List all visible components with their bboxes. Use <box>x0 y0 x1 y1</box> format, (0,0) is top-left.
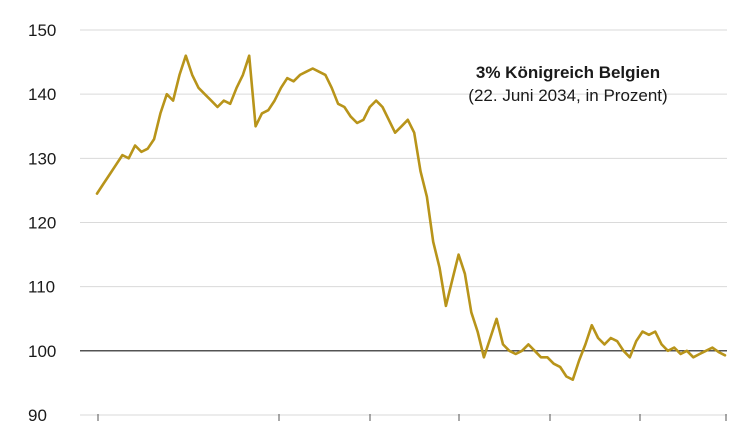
y-tick-label-130: 130 <box>28 149 56 168</box>
y-tick-label-150: 150 <box>28 21 56 40</box>
chart-title: 3% Königreich Belgien <box>476 63 660 82</box>
gridlines <box>80 29 727 416</box>
y-axis-tick-labels: 90 100 110 120 130 140 150 <box>28 21 56 421</box>
x-axis-ticks <box>97 414 727 421</box>
y-tick-label-140: 140 <box>28 85 56 104</box>
y-tick-label-90: 90 <box>28 406 47 421</box>
y-tick-label-120: 120 <box>28 214 56 233</box>
series-line <box>95 54 727 381</box>
y-tick-label-110: 110 <box>28 278 55 297</box>
chart-subtitle: (22. Juni 2034, in Prozent) <box>468 86 667 105</box>
y-tick-label-100: 100 <box>28 342 56 361</box>
